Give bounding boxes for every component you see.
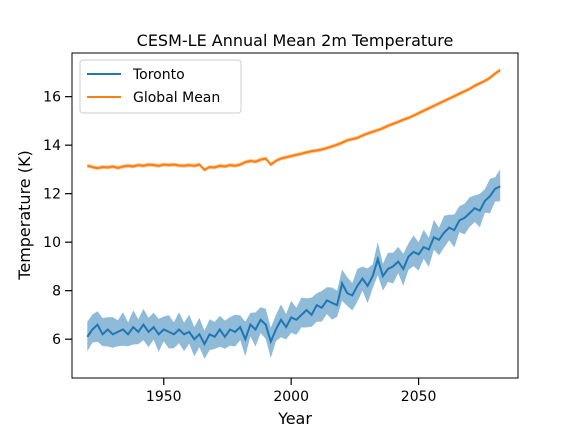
- y-tick-label: 8: [52, 284, 61, 300]
- line-global-mean: [87, 69, 501, 172]
- y-axis-label: Temperature (K): [15, 150, 34, 280]
- legend-label: Global Mean: [133, 90, 220, 106]
- plot-area: [86, 68, 501, 359]
- band-toronto: [87, 169, 501, 359]
- x-tick-label: 2000: [273, 389, 309, 405]
- x-tick-label: 1950: [146, 389, 182, 405]
- y-tick-label: 16: [43, 90, 61, 106]
- line-toronto: [86, 185, 501, 347]
- x-tick-label: 2050: [401, 389, 437, 405]
- legend-label: Toronto: [132, 67, 185, 83]
- y-tick-label: 6: [52, 332, 61, 348]
- legend: Toronto Global Mean: [79, 59, 242, 114]
- y-tick-label: 12: [43, 187, 61, 203]
- chart-title: CESM-LE Annual Mean 2m Temperature: [137, 31, 454, 50]
- axes: 1950 2000 2050 6 8 10 12 14 16: [43, 52, 519, 405]
- x-axis-label: Year: [277, 409, 312, 428]
- plot-frame: [71, 52, 519, 379]
- y-tick-label: 14: [43, 138, 61, 154]
- y-tick-label: 10: [43, 235, 61, 251]
